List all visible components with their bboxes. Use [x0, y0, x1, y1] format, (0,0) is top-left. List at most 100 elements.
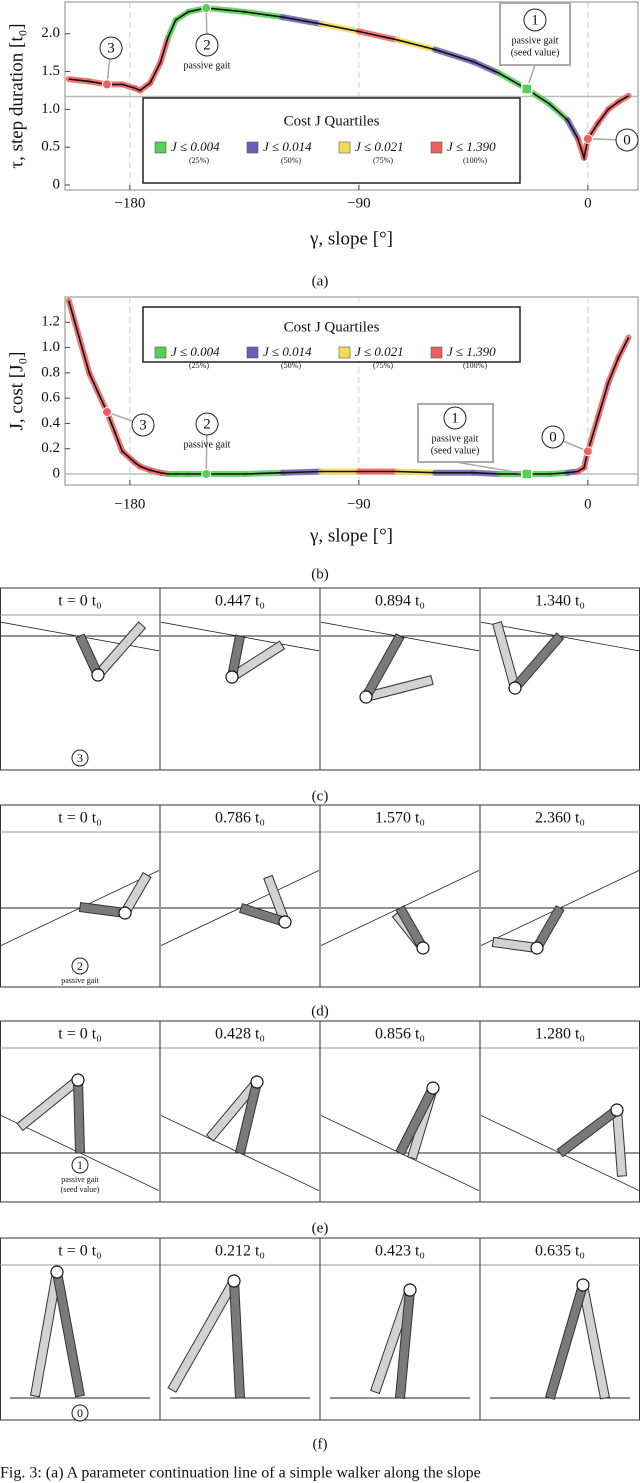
leg	[52, 1270, 85, 1398]
leg	[611, 1109, 628, 1177]
x-tick-label: 0	[584, 496, 592, 512]
subfigure-caption: (b)	[311, 566, 329, 582]
callout-label: 3	[139, 417, 147, 433]
subfigure-caption: (d)	[311, 1003, 329, 1019]
subfigure-caption: (e)	[312, 1220, 329, 1236]
hip	[225, 670, 239, 684]
callout-label: 2	[203, 37, 211, 53]
legend-label: J ≤ 1.390	[447, 344, 496, 359]
slope-line	[161, 870, 319, 946]
callout-circle	[541, 425, 565, 449]
hip	[426, 1081, 440, 1095]
leg	[394, 1289, 416, 1399]
legend-note: (25%)	[189, 156, 209, 165]
point	[582, 133, 593, 144]
x-tick-label: −90	[347, 195, 370, 211]
callout-note: (seed value)	[511, 47, 560, 58]
callout-circle	[195, 412, 219, 436]
callout-label: 0	[549, 429, 557, 445]
legend-swatch	[338, 141, 351, 154]
y-tick-label: 0.4	[41, 415, 60, 431]
hip	[610, 1103, 624, 1117]
subfigure-caption: (a)	[312, 273, 329, 289]
legend-label: J ≤ 0.004	[171, 139, 220, 154]
y-tick-label: 0	[53, 176, 61, 192]
legend-note: (100%)	[463, 156, 487, 165]
hip	[91, 668, 105, 682]
time-label: 0.212 t₀	[215, 1243, 265, 1260]
subfigure-caption: (c)	[312, 788, 329, 804]
callout-note: (seed value)	[431, 445, 480, 456]
time-label: t = 0 t₀	[58, 810, 102, 827]
hip	[278, 915, 292, 929]
time-label: 1.570 t₀	[375, 810, 425, 827]
y-tick-label: 2.0	[41, 25, 60, 41]
y-tick-label: 0.8	[41, 364, 60, 380]
x-axis-label: γ, slope [°]	[309, 228, 393, 249]
y-tick-label: 0	[53, 465, 61, 481]
marker-circle	[71, 749, 89, 767]
marker-label: 0	[77, 1406, 83, 1420]
hip	[71, 1073, 85, 1087]
marker-label: 1	[77, 1158, 83, 1172]
x-axis-label: γ, slope [°]	[309, 525, 393, 546]
y-tick-label: 1.5	[41, 63, 60, 79]
y-axis-label: τ, step duration [t₀]	[6, 23, 27, 168]
point	[201, 469, 212, 480]
x-tick-label: −180	[114, 496, 145, 512]
legend-swatch	[154, 346, 167, 359]
callout-label: 3	[107, 40, 115, 56]
time-label: 0.447 t₀	[215, 593, 265, 610]
y-tick-label: 1.0	[41, 101, 60, 117]
hip	[416, 941, 430, 955]
point	[101, 79, 112, 90]
legend-swatch	[338, 346, 351, 359]
leg	[510, 632, 565, 692]
hip	[250, 1075, 264, 1089]
y-tick-label: 0.2	[41, 440, 60, 456]
callout-circle	[195, 33, 219, 57]
legend-box	[142, 306, 521, 363]
marker-label: 2	[77, 959, 83, 973]
legend-swatch	[246, 346, 259, 359]
legend-note: (50%)	[281, 361, 301, 370]
callout-label: 2	[203, 416, 211, 432]
legend-box	[142, 97, 521, 184]
leg	[93, 621, 147, 679]
callout-text: passive gait	[512, 35, 559, 46]
legend-label: J ≤ 0.021	[355, 139, 404, 154]
point	[521, 468, 533, 480]
marker-circle	[71, 957, 89, 975]
time-label: 1.280 t₀	[535, 1026, 585, 1043]
y-tick-label: 0.6	[41, 390, 60, 406]
callout-text: passive gait	[432, 433, 479, 444]
legend-swatch	[246, 141, 259, 154]
leg	[556, 1105, 621, 1158]
legend-title: Cost J Quartiles	[284, 319, 380, 335]
leg	[228, 1280, 246, 1399]
curve	[68, 7, 630, 161]
plot-frame	[64, 296, 639, 486]
curve	[68, 300, 630, 475]
marker-text: passive gait	[61, 1175, 99, 1184]
legend-swatch	[154, 141, 167, 154]
y-tick-label: 1.0	[41, 339, 60, 355]
x-tick-label: −90	[347, 496, 370, 512]
x-tick-label: 0	[584, 195, 592, 211]
point	[201, 3, 212, 14]
point	[101, 407, 112, 418]
leg	[78, 901, 127, 919]
time-label: t = 0 t₀	[58, 1243, 102, 1260]
legend-label: J ≤ 1.390	[447, 139, 496, 154]
time-label: 0.856 t₀	[375, 1026, 425, 1043]
callout-circle	[443, 406, 467, 430]
callout-leader	[455, 461, 527, 475]
hip	[403, 1283, 417, 1297]
callout-circle	[615, 128, 639, 152]
marker-note: (seed value)	[61, 1185, 100, 1194]
time-label: 0.428 t₀	[215, 1026, 265, 1043]
legend-label: J ≤ 0.021	[355, 344, 404, 359]
hip	[359, 690, 373, 704]
figure-caption: Fig. 3: (a) A parameter continuation lin…	[0, 1465, 481, 1482]
